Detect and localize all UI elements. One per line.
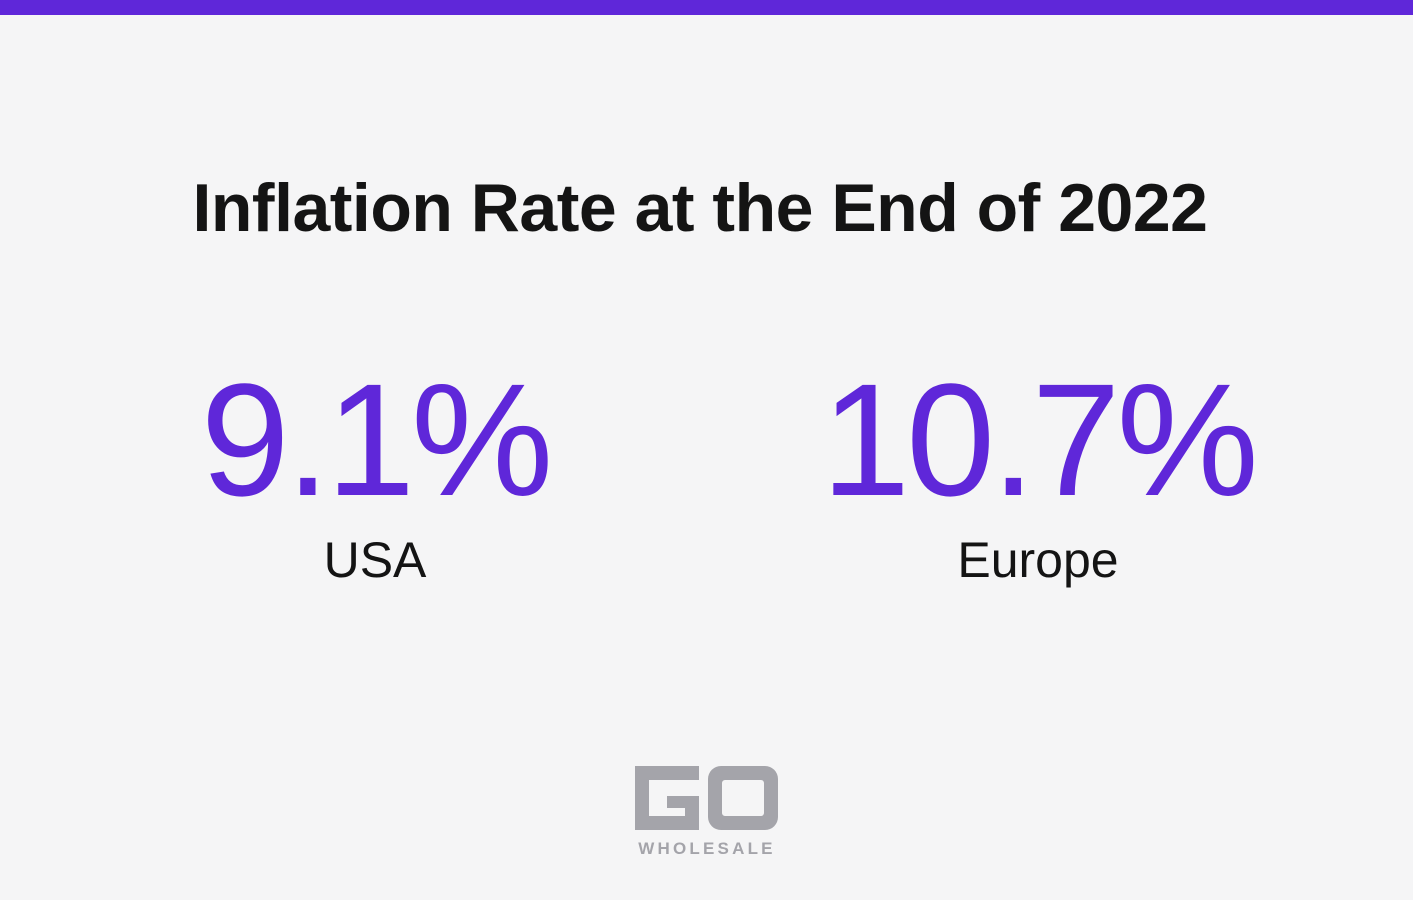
logo-letter-o: [708, 766, 778, 830]
stat-europe: 10.7% Europe: [788, 350, 1288, 589]
logo-wordmark: WHOLESALE: [638, 839, 775, 858]
logo-letter-g: [635, 766, 699, 830]
stat-usa: 9.1% USA: [175, 350, 575, 589]
page-title: Inflation Rate at the End of 2022: [192, 170, 1209, 246]
stat-label: USA: [323, 532, 427, 588]
go-wholesale-logo: WHOLESALE: [625, 760, 788, 860]
stat-value: 9.1%: [200, 350, 554, 529]
stat-label: Europe: [957, 532, 1119, 588]
stat-value: 10.7%: [821, 350, 1259, 529]
logo-icon: WHOLESALE: [635, 766, 778, 858]
top-accent-bar: [0, 0, 1413, 15]
